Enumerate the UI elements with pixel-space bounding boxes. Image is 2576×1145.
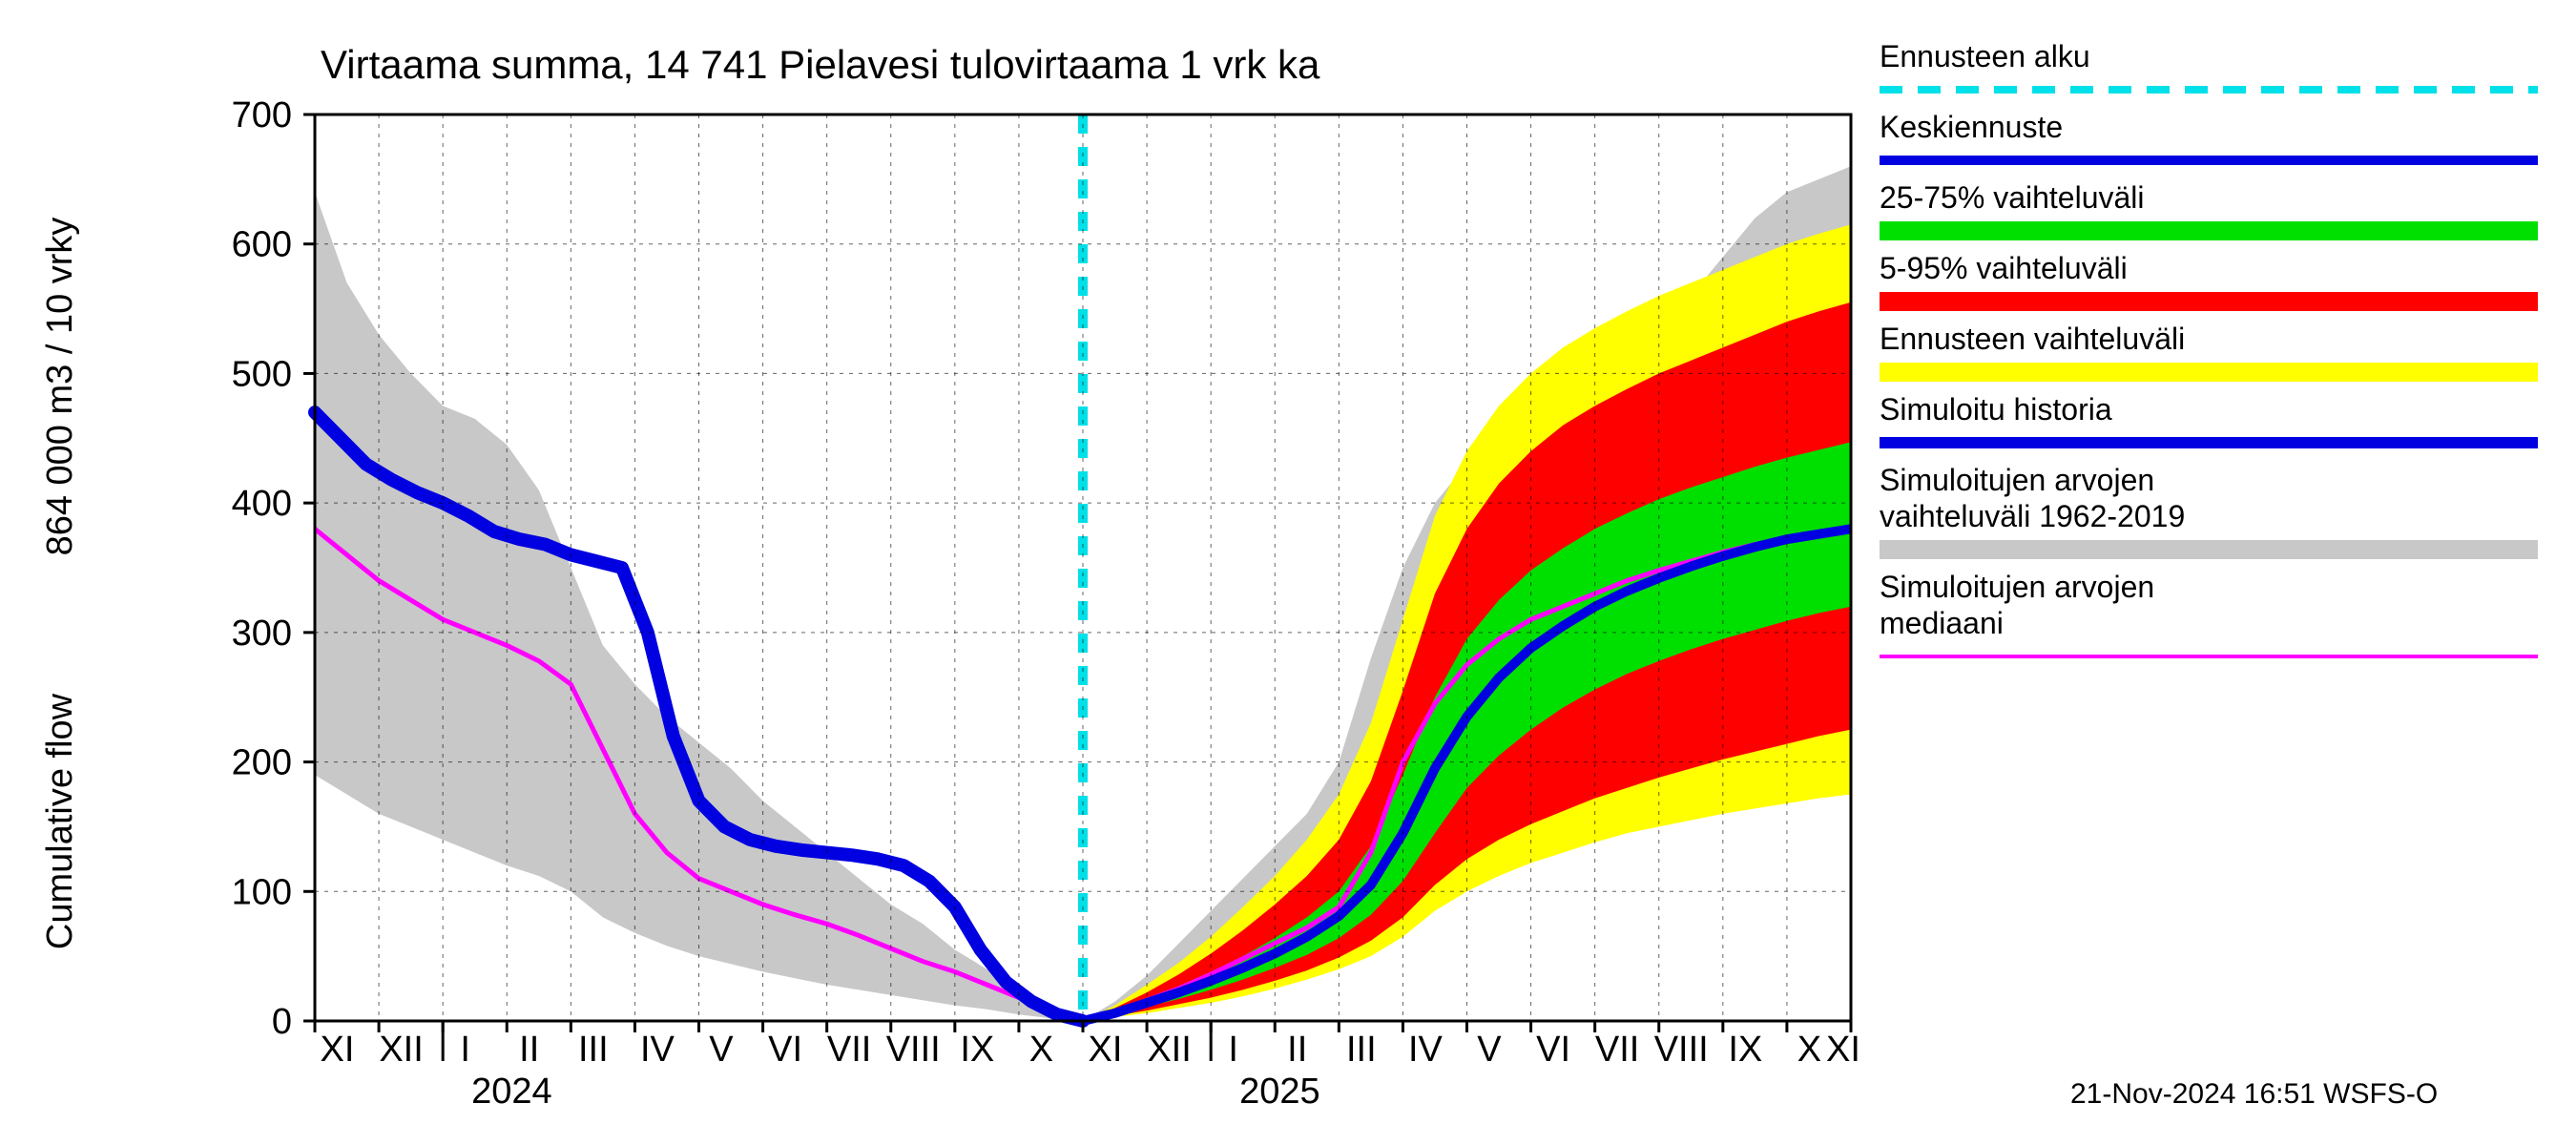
x-tick-label: VII	[1595, 1030, 1639, 1070]
y-tick-label: 700	[232, 95, 292, 135]
x-tick-label: X	[1029, 1030, 1053, 1070]
x-tick-label: IX	[1728, 1030, 1762, 1070]
x-year-label: 2024	[471, 1072, 552, 1112]
x-tick-label: V	[1477, 1030, 1502, 1070]
y-tick-label: 400	[232, 484, 292, 524]
x-tick-label: III	[1346, 1030, 1377, 1070]
x-tick-label: V	[709, 1030, 734, 1070]
x-tick-label: XII	[379, 1030, 423, 1070]
x-tick-label: XI	[321, 1030, 355, 1070]
legend-label: Simuloitujen arvojen	[1880, 570, 2154, 604]
legend-label: Simuloitu historia	[1880, 392, 2112, 427]
x-tick-label: X	[1797, 1030, 1821, 1070]
x-tick-label: VI	[768, 1030, 802, 1070]
legend-label: Keskiennuste	[1880, 110, 2063, 144]
x-year-label: 2025	[1239, 1072, 1320, 1112]
legend-label: Ennusteen alku	[1880, 39, 2090, 73]
x-tick-label: IV	[1408, 1030, 1444, 1070]
y-tick-label: 100	[232, 872, 292, 912]
y-axis-label-1: Cumulative flow	[40, 693, 80, 949]
legend-swatch	[1880, 221, 2538, 240]
x-tick-label: IV	[640, 1030, 675, 1070]
legend-label: vaihteluväli 1962-2019	[1880, 499, 2185, 533]
x-tick-label: VIII	[886, 1030, 941, 1070]
y-tick-label: 600	[232, 225, 292, 265]
x-tick-label: XI	[1089, 1030, 1123, 1070]
legend-swatch	[1880, 363, 2538, 382]
x-tick-label: VII	[827, 1030, 871, 1070]
x-tick-label: II	[1287, 1030, 1307, 1070]
legend-label: 5-95% vaihteluväli	[1880, 251, 2128, 285]
x-tick-label: II	[519, 1030, 539, 1070]
legend-label: 25-75% vaihteluväli	[1880, 180, 2145, 215]
legend-swatch	[1880, 540, 2538, 559]
x-tick-label: VI	[1536, 1030, 1570, 1070]
x-tick-label: XI	[1826, 1030, 1860, 1070]
y-tick-label: 200	[232, 743, 292, 783]
cumulative-flow-chart: 0100200300400500600700XIXIIIIIIIIIVVVIVI…	[0, 0, 2576, 1145]
y-tick-label: 0	[272, 1002, 292, 1042]
x-tick-label: IX	[960, 1030, 994, 1070]
footer-timestamp: 21-Nov-2024 16:51 WSFS-O	[2070, 1078, 2438, 1110]
x-tick-label: VIII	[1654, 1030, 1709, 1070]
legend-label: mediaani	[1880, 606, 2004, 640]
x-tick-label: I	[460, 1030, 470, 1070]
legend-label: Ennusteen vaihteluväli	[1880, 322, 2185, 356]
x-tick-label: III	[578, 1030, 609, 1070]
legend-swatch	[1880, 292, 2538, 311]
y-tick-label: 500	[232, 354, 292, 394]
y-axis-label-2: 864 000 m3 / 10 vrky	[40, 218, 80, 556]
x-tick-label: XII	[1147, 1030, 1191, 1070]
x-tick-label: I	[1228, 1030, 1238, 1070]
chart-title: Virtaama summa, 14 741 Pielavesi tulovir…	[321, 42, 1320, 87]
y-tick-label: 300	[232, 614, 292, 654]
legend-label: Simuloitujen arvojen	[1880, 463, 2154, 497]
